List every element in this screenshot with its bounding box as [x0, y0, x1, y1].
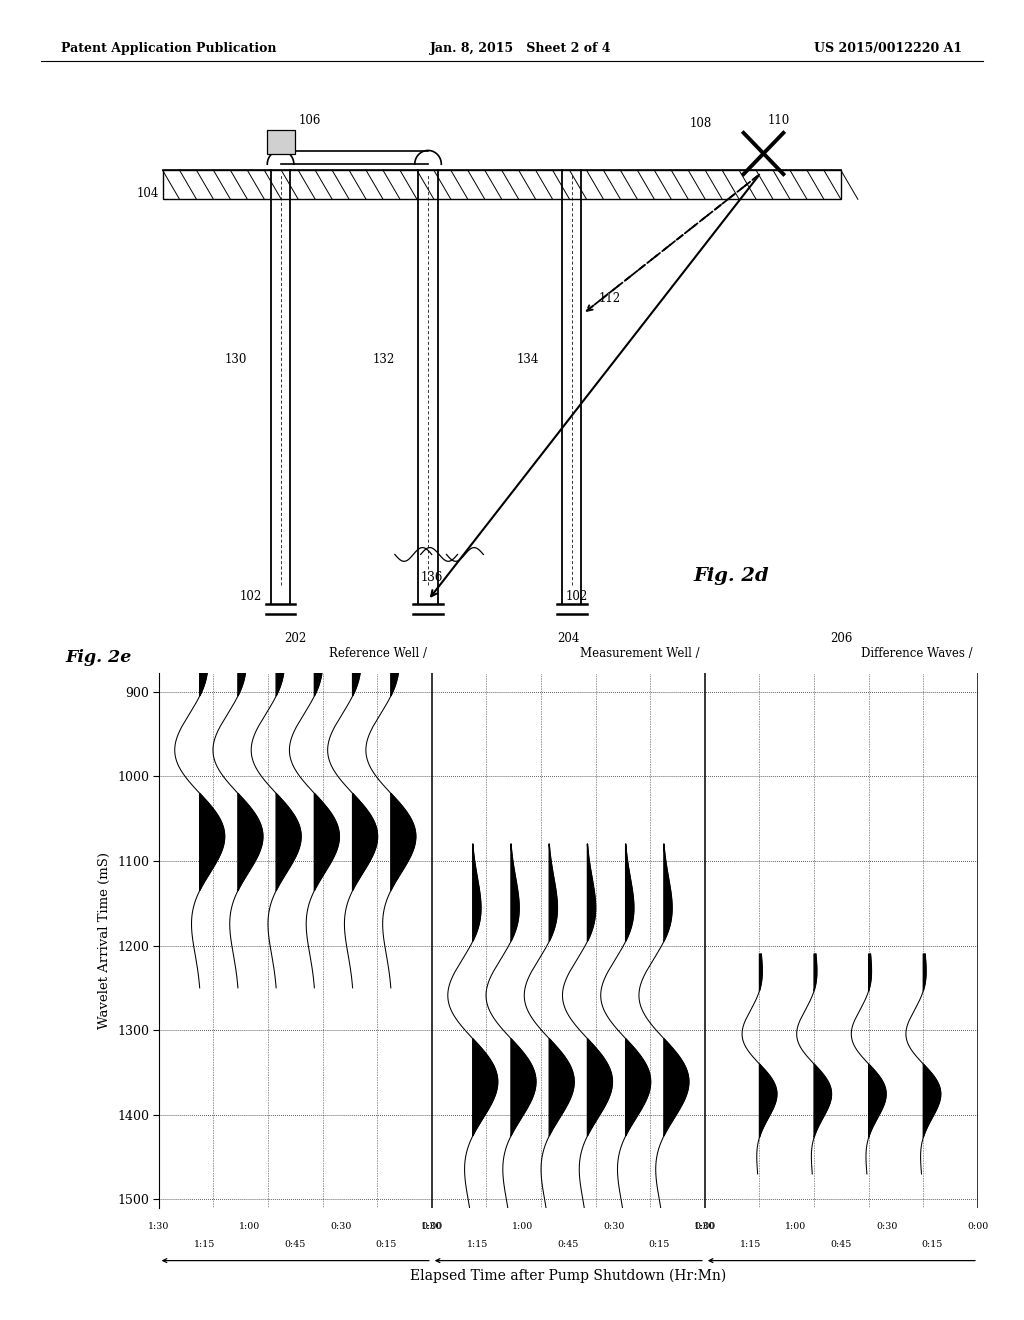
Bar	[266, 129, 295, 154]
Text: 1:30: 1:30	[421, 1222, 442, 1232]
Text: 0:30: 0:30	[330, 1222, 351, 1232]
Text: 0:00: 0:00	[968, 1222, 988, 1232]
Text: 0:15: 0:15	[922, 1241, 943, 1250]
Text: 112: 112	[599, 293, 622, 305]
Text: 1:30: 1:30	[148, 1222, 169, 1232]
Text: Measurement Well /: Measurement Well /	[581, 647, 699, 660]
Text: 1:00: 1:00	[240, 1222, 260, 1232]
Text: US 2015/0012220 A1: US 2015/0012220 A1	[814, 42, 963, 55]
Text: 1:15: 1:15	[739, 1241, 761, 1250]
Text: Patent Application Publication: Patent Application Publication	[61, 42, 276, 55]
Text: 132: 132	[373, 354, 395, 366]
Text: Fig. 2e: Fig. 2e	[66, 649, 132, 667]
Text: 130: 130	[225, 354, 248, 366]
Text: Jan. 8, 2015   Sheet 2 of 4: Jan. 8, 2015 Sheet 2 of 4	[430, 42, 611, 55]
Text: 206: 206	[830, 631, 853, 644]
Text: Elapsed Time after Pump Shutdown (Hr:Mn): Elapsed Time after Pump Shutdown (Hr:Mn)	[411, 1269, 726, 1283]
Text: 0:15: 0:15	[376, 1241, 397, 1250]
Text: 1:15: 1:15	[194, 1241, 215, 1250]
Y-axis label: Wavelet Arrival Time (mS): Wavelet Arrival Time (mS)	[98, 851, 112, 1030]
Text: 1:00: 1:00	[512, 1222, 534, 1232]
Text: 204: 204	[557, 631, 580, 644]
Text: 102: 102	[240, 590, 262, 603]
Bar	[163, 170, 841, 199]
Text: 1:00: 1:00	[785, 1222, 807, 1232]
Text: 0:45: 0:45	[285, 1241, 306, 1250]
Text: 0:15: 0:15	[648, 1241, 670, 1250]
Text: 106: 106	[299, 114, 322, 127]
Text: 0:30: 0:30	[877, 1222, 898, 1232]
Text: Fig. 2d: Fig. 2d	[693, 568, 769, 585]
Text: 202: 202	[284, 631, 306, 644]
Text: 136: 136	[421, 572, 443, 585]
Text: 0:45: 0:45	[558, 1241, 579, 1250]
Text: 0:30: 0:30	[603, 1222, 625, 1232]
Text: 0:45: 0:45	[830, 1241, 852, 1250]
Text: 1:15: 1:15	[467, 1241, 488, 1250]
Text: 1:30: 1:30	[694, 1222, 716, 1232]
Text: 102: 102	[566, 590, 588, 603]
Text: 134: 134	[516, 354, 539, 366]
Text: Reference Well /: Reference Well /	[329, 647, 427, 660]
Text: 104: 104	[137, 187, 159, 201]
Text: Difference Waves /: Difference Waves /	[861, 647, 973, 660]
Text: 110: 110	[767, 115, 790, 128]
Text: 0:00: 0:00	[694, 1222, 716, 1232]
Text: 0:00: 0:00	[421, 1222, 442, 1232]
Text: 108: 108	[690, 116, 712, 129]
